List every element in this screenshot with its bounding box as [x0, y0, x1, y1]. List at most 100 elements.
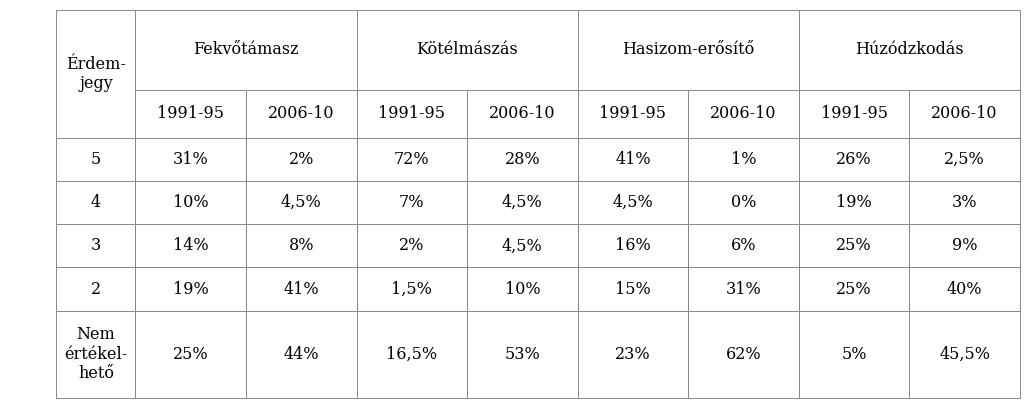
Bar [467, 268, 578, 310]
Bar [56, 10, 135, 138]
Bar [246, 224, 357, 268]
Bar [798, 310, 909, 398]
Text: 1991-95: 1991-95 [600, 105, 666, 122]
Text: 31%: 31% [173, 151, 208, 168]
Text: Nem
értékel-
hető: Nem értékel- hető [65, 326, 127, 382]
Text: 26%: 26% [836, 151, 872, 168]
Text: 28%: 28% [504, 151, 540, 168]
Text: 40%: 40% [947, 281, 982, 297]
Text: 1991-95: 1991-95 [157, 105, 224, 122]
Text: 4,5%: 4,5% [502, 237, 542, 255]
Bar [578, 90, 688, 138]
Text: 2006-10: 2006-10 [268, 105, 334, 122]
Text: 2006-10: 2006-10 [489, 105, 556, 122]
Text: 16%: 16% [615, 237, 651, 255]
Text: 5%: 5% [842, 346, 867, 363]
Text: 4,5%: 4,5% [281, 194, 322, 211]
Bar [135, 224, 246, 268]
Bar [467, 90, 578, 138]
Text: Húzódzkodás: Húzódzkodás [855, 42, 963, 58]
Text: 2,5%: 2,5% [944, 151, 985, 168]
Bar [467, 224, 578, 268]
Text: 23%: 23% [615, 346, 651, 363]
Bar [798, 268, 909, 310]
Text: 41%: 41% [283, 281, 319, 297]
Text: 4: 4 [91, 194, 100, 211]
Text: Érdem-
jegy: Érdem- jegy [66, 56, 126, 93]
Text: 2%: 2% [288, 151, 314, 168]
Bar [135, 10, 357, 90]
Text: 1%: 1% [731, 151, 756, 168]
Bar [246, 268, 357, 310]
Bar [135, 90, 246, 138]
Bar [688, 310, 798, 398]
Text: 53%: 53% [504, 346, 540, 363]
Text: 3%: 3% [952, 194, 978, 211]
Text: 25%: 25% [836, 281, 872, 297]
Bar [688, 268, 798, 310]
Bar [688, 90, 798, 138]
Bar [357, 10, 578, 90]
Text: 0%: 0% [731, 194, 756, 211]
Text: 10%: 10% [504, 281, 540, 297]
Text: 7%: 7% [399, 194, 424, 211]
Bar [56, 268, 135, 310]
Bar [798, 90, 909, 138]
Text: 19%: 19% [173, 281, 208, 297]
Bar [909, 224, 1020, 268]
Text: 44%: 44% [284, 346, 319, 363]
Text: 25%: 25% [836, 237, 872, 255]
Bar [578, 138, 688, 181]
Bar [357, 224, 467, 268]
Bar [467, 181, 578, 224]
Text: 15%: 15% [615, 281, 651, 297]
Bar [357, 268, 467, 310]
Bar [909, 90, 1020, 138]
Text: 31%: 31% [726, 281, 762, 297]
Text: 14%: 14% [173, 237, 208, 255]
Text: 1991-95: 1991-95 [821, 105, 888, 122]
Text: 4,5%: 4,5% [613, 194, 653, 211]
Bar [688, 138, 798, 181]
Text: 9%: 9% [952, 237, 978, 255]
Bar [688, 224, 798, 268]
Bar [798, 181, 909, 224]
Bar [135, 181, 246, 224]
Bar [798, 224, 909, 268]
Bar [578, 224, 688, 268]
Bar [246, 138, 357, 181]
Text: 2006-10: 2006-10 [932, 105, 998, 122]
Bar [135, 310, 246, 398]
Text: 5: 5 [91, 151, 101, 168]
Text: 2006-10: 2006-10 [710, 105, 777, 122]
Bar [246, 90, 357, 138]
Bar [578, 10, 798, 90]
Bar [909, 138, 1020, 181]
Text: 6%: 6% [731, 237, 756, 255]
Bar [56, 181, 135, 224]
Bar [357, 90, 467, 138]
Text: 1991-95: 1991-95 [378, 105, 445, 122]
Bar [688, 181, 798, 224]
Text: 41%: 41% [615, 151, 651, 168]
Bar [56, 138, 135, 181]
Bar [357, 310, 467, 398]
Bar [56, 310, 135, 398]
Text: 3: 3 [91, 237, 101, 255]
Bar [357, 138, 467, 181]
Text: 2: 2 [91, 281, 100, 297]
Bar [909, 181, 1020, 224]
Bar [798, 138, 909, 181]
Text: 1,5%: 1,5% [392, 281, 433, 297]
Bar [578, 181, 688, 224]
Bar [357, 181, 467, 224]
Bar [467, 310, 578, 398]
Bar [56, 224, 135, 268]
Text: 72%: 72% [394, 151, 429, 168]
Bar [909, 310, 1020, 398]
Bar [578, 310, 688, 398]
Text: 16,5%: 16,5% [386, 346, 438, 363]
Bar [578, 268, 688, 310]
Bar [909, 268, 1020, 310]
Text: 62%: 62% [726, 346, 762, 363]
